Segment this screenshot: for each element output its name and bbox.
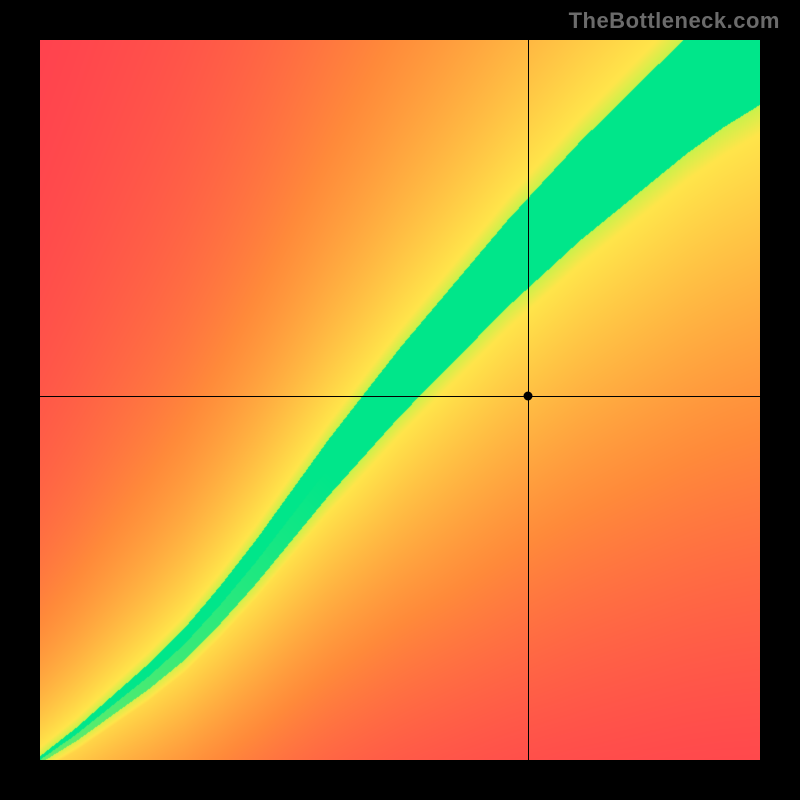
watermark-text: TheBottleneck.com	[569, 8, 780, 34]
chart-container: TheBottleneck.com	[0, 0, 800, 800]
plot-area	[40, 40, 760, 760]
crosshair-horizontal	[40, 396, 760, 397]
marker-dot	[524, 392, 533, 401]
heatmap-canvas	[40, 40, 760, 760]
